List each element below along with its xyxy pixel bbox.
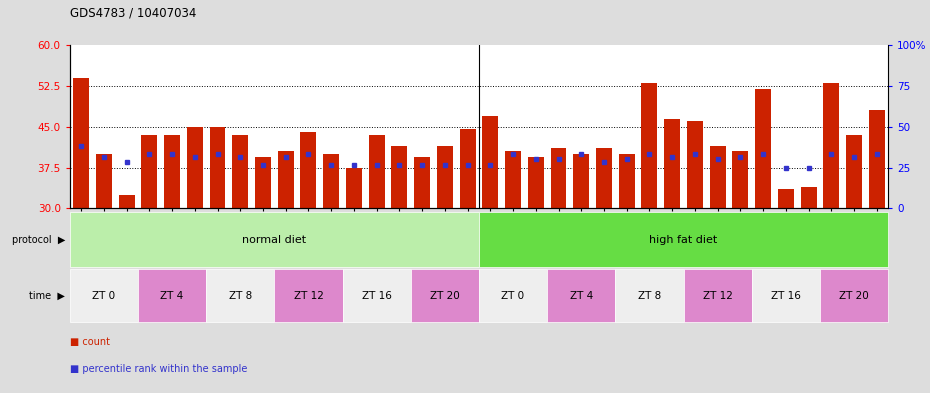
Bar [324,154,339,208]
Text: protocol  ▶: protocol ▶ [12,235,65,245]
Text: ZT 8: ZT 8 [638,291,661,301]
Bar [684,269,751,322]
Bar [437,146,453,208]
Bar [751,269,820,322]
Bar [278,151,294,208]
Bar [206,269,274,322]
Bar [710,146,725,208]
Bar [596,149,612,208]
Text: ZT 12: ZT 12 [294,291,324,301]
Bar [274,269,342,322]
Bar [869,110,884,208]
Bar [616,269,684,322]
Bar [300,132,316,208]
Bar [232,135,248,208]
Bar [96,154,112,208]
Bar [573,154,590,208]
Bar [823,83,839,208]
Text: GDS4783 / 10407034: GDS4783 / 10407034 [70,7,196,20]
Bar [820,269,888,322]
Bar [483,116,498,208]
Bar [164,135,180,208]
Text: ZT 4: ZT 4 [160,291,183,301]
Bar [687,121,703,208]
Bar [459,129,475,208]
Bar [801,187,817,208]
Bar [755,89,771,208]
Text: ZT 8: ZT 8 [229,291,252,301]
Bar [777,189,794,208]
Text: high fat diet: high fat diet [649,235,718,245]
Bar [733,151,749,208]
Text: ■ percentile rank within the sample: ■ percentile rank within the sample [70,364,247,375]
Bar [505,151,521,208]
Text: ■ count: ■ count [70,337,110,347]
Bar [479,269,547,322]
Text: ZT 0: ZT 0 [92,291,115,301]
Text: ZT 16: ZT 16 [362,291,392,301]
Bar [70,212,479,267]
Bar [414,157,430,208]
Bar [547,269,616,322]
Bar [411,269,479,322]
Text: ZT 4: ZT 4 [569,291,592,301]
Bar [119,195,135,208]
Bar [70,269,138,322]
Bar [551,149,566,208]
Text: ZT 12: ZT 12 [703,291,733,301]
Bar [618,154,634,208]
Bar [138,269,206,322]
Text: ZT 16: ZT 16 [771,291,801,301]
Text: ZT 20: ZT 20 [839,291,869,301]
Text: time  ▶: time ▶ [29,291,65,301]
Text: normal diet: normal diet [243,235,306,245]
Bar [664,119,680,208]
Bar [346,167,362,208]
Bar [642,83,658,208]
Bar [73,78,89,208]
Bar [479,212,888,267]
Bar [846,135,862,208]
Bar [209,127,225,208]
Text: ZT 20: ZT 20 [430,291,459,301]
Bar [187,127,203,208]
Bar [141,135,157,208]
Bar [342,269,411,322]
Bar [392,146,407,208]
Text: ZT 0: ZT 0 [501,291,525,301]
Bar [528,157,544,208]
Bar [368,135,385,208]
Bar [255,157,271,208]
